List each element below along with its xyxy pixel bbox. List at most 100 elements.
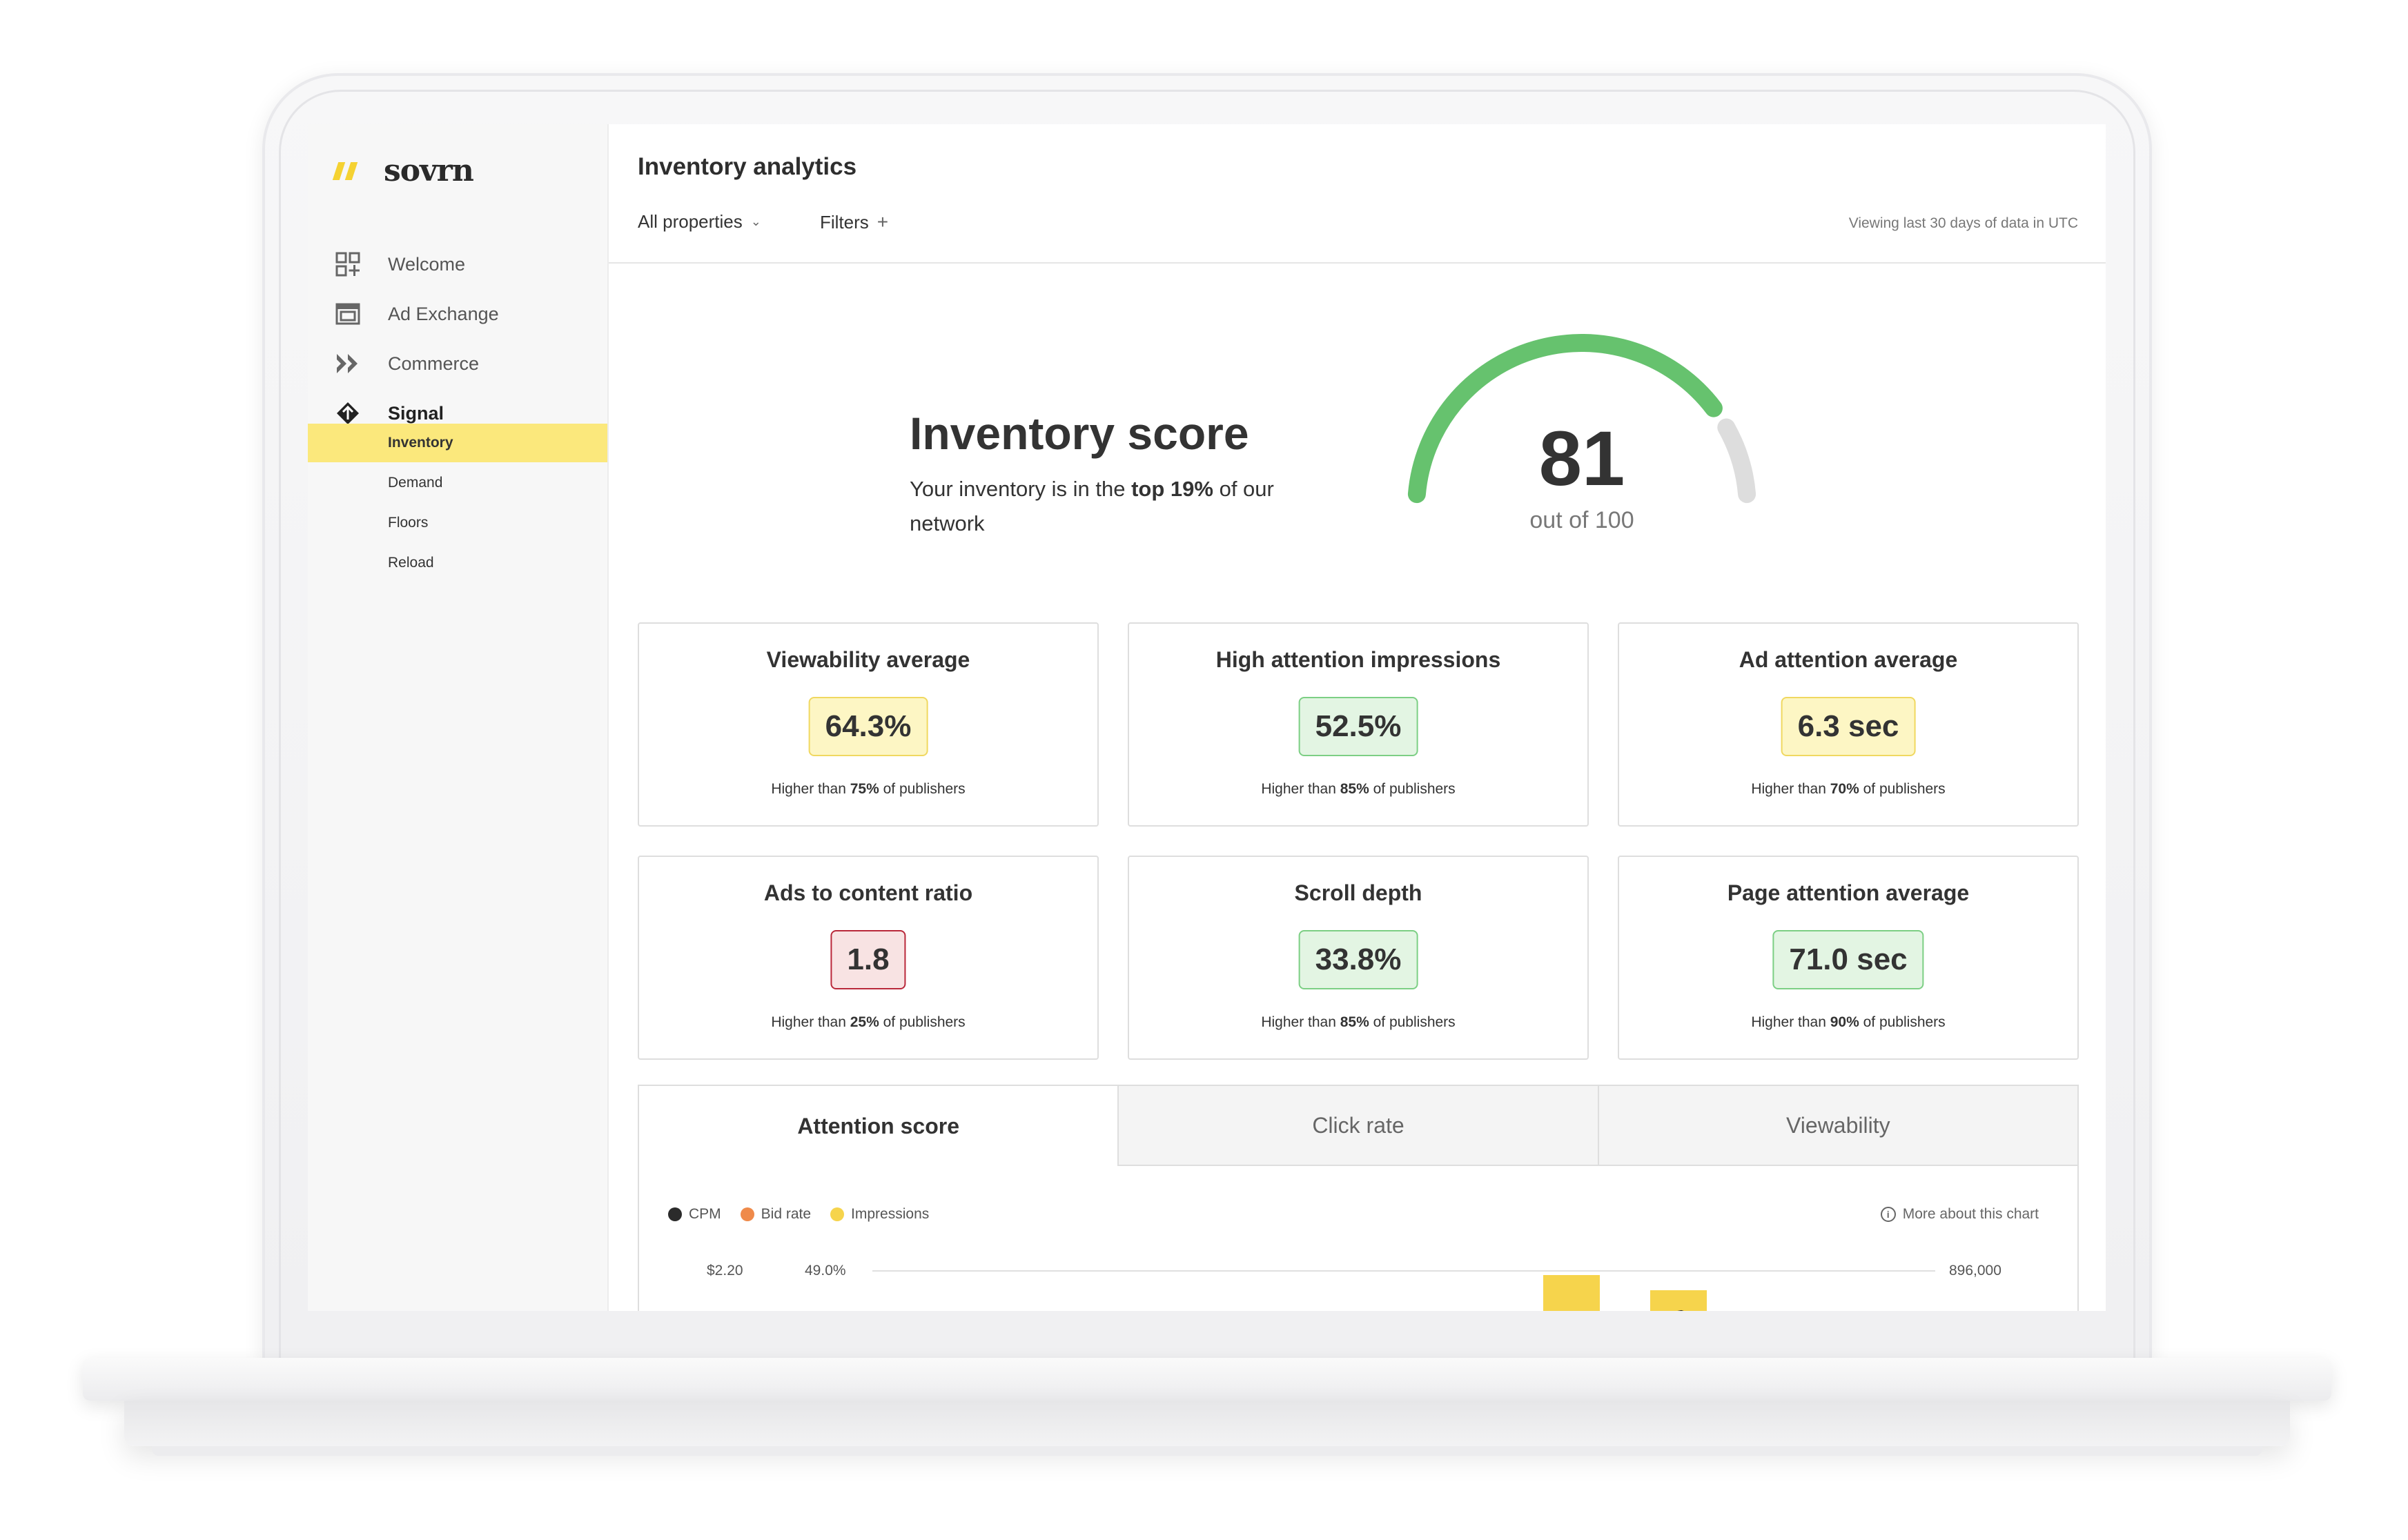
- filters-button[interactable]: Filters +: [820, 211, 888, 233]
- legend-dot-cpm: [668, 1207, 682, 1221]
- metric-note-post: of publishers: [1369, 1014, 1456, 1030]
- logo-mark-icon: [332, 161, 358, 180]
- metric-title: Page attention average: [1727, 880, 1970, 905]
- metric-card-ads-to-content[interactable]: Ads to content ratio 1.8 Higher than 25%…: [638, 856, 1099, 1060]
- metric-note-bold: 85%: [1340, 781, 1369, 797]
- score-value: 81: [1538, 415, 1625, 502]
- metric-note: Higher than 85% of publishers: [1129, 781, 1587, 798]
- chart-panel: CPM Bid rate Impressions i More about th…: [638, 1166, 2079, 1311]
- property-dropdown-label: All properties: [638, 211, 743, 232]
- metric-note-pre: Higher than: [771, 781, 850, 797]
- grid-line: [872, 1270, 1935, 1272]
- metric-note-pre: Higher than: [1261, 781, 1340, 797]
- metric-note-pre: Higher than: [771, 1014, 850, 1030]
- legend-item-bid-rate[interactable]: Bid rate: [740, 1206, 812, 1223]
- legend-item-cpm[interactable]: CPM: [668, 1206, 721, 1223]
- sidebar-item-ad-exchange[interactable]: Ad Exchange: [335, 297, 499, 331]
- gauge-track: [1717, 418, 1756, 504]
- info-icon: i: [1880, 1207, 1896, 1222]
- grid-plus-icon: [335, 252, 360, 277]
- legend-label: CPM: [689, 1206, 721, 1222]
- sidebar-subitem-reload[interactable]: Reload: [388, 555, 434, 571]
- sidebar-item-label: Ad Exchange: [388, 303, 499, 324]
- brand-name: sovrn: [384, 153, 474, 188]
- metric-title: High attention impressions: [1215, 647, 1501, 672]
- metric-note: Higher than 85% of publishers: [1129, 1014, 1587, 1031]
- metric-card-ad-attention[interactable]: Ad attention average 6.3 sec Higher than…: [1618, 622, 2079, 827]
- laptop-base: [83, 1358, 2331, 1401]
- metric-note-post: of publishers: [1369, 781, 1456, 797]
- sidebar-item-signal[interactable]: Signal: [335, 396, 444, 431]
- sidebar: sovrn Welcome Ad Exchange: [308, 124, 609, 1311]
- metric-note-bold: 70%: [1830, 781, 1859, 797]
- brand-logo[interactable]: sovrn: [332, 153, 474, 188]
- metric-note-post: of publishers: [879, 781, 966, 797]
- metric-title: Ad attention average: [1739, 647, 1958, 672]
- score-desc-post: of our network: [910, 477, 1274, 535]
- score-desc-bold: top 19%: [1131, 477, 1213, 501]
- sidebar-subitem-floors[interactable]: Floors: [388, 515, 429, 531]
- chevron-down-icon: ⌄: [750, 215, 761, 228]
- metric-note-pre: Higher than: [1261, 1014, 1340, 1030]
- metric-value: 1.8: [830, 930, 906, 989]
- plus-icon: +: [877, 211, 889, 233]
- page-title: Inventory analytics: [638, 153, 857, 180]
- metric-note-bold: 75%: [850, 781, 879, 797]
- metric-title: Scroll depth: [1294, 880, 1422, 905]
- score-desc-pre: Your inventory is in the: [910, 477, 1132, 501]
- sidebar-item-label: Commerce: [388, 353, 480, 374]
- signal-icon: [337, 402, 359, 424]
- metric-card-high-attention[interactable]: High attention impressions 52.5% Higher …: [1128, 622, 1589, 827]
- sidebar-item-commerce[interactable]: Commerce: [335, 346, 479, 381]
- gauge-fill: [1407, 334, 1723, 504]
- metric-note: Higher than 90% of publishers: [1619, 1014, 2077, 1031]
- sidebar-subitem-inventory[interactable]: Inventory: [308, 424, 607, 462]
- chart-legend: CPM Bid rate Impressions: [668, 1206, 929, 1223]
- sidebar-item-label: Welcome: [388, 253, 466, 275]
- legend-dot-impressions: [830, 1207, 845, 1221]
- y-axis-bid-rate-tick: 49.0%: [805, 1263, 846, 1279]
- metric-card-scroll-depth[interactable]: Scroll depth 33.8% Higher than 85% of pu…: [1128, 856, 1589, 1060]
- legend-item-impressions[interactable]: Impressions: [830, 1206, 929, 1223]
- y-axis-impressions-tick: 896,000: [1949, 1263, 2001, 1279]
- legend-label: Bid rate: [761, 1206, 812, 1222]
- chart-tabs: Attention score Click rate Viewability: [638, 1085, 2079, 1166]
- metric-card-viewability[interactable]: Viewability average 64.3% Higher than 75…: [638, 622, 1099, 827]
- y-axis-cpm-tick: $2.20: [707, 1263, 743, 1279]
- more-about-chart-label: More about this chart: [1902, 1206, 2039, 1222]
- sidebar-item-label: Signal: [388, 402, 444, 424]
- metric-note-pre: Higher than: [1751, 781, 1830, 797]
- metric-note-bold: 25%: [850, 1014, 879, 1030]
- impressions-bar: [1543, 1275, 1600, 1311]
- page-header: Inventory analytics All properties ⌄ Fil…: [609, 124, 2106, 264]
- score-description: Your inventory is in the top 19% of our …: [910, 472, 1351, 541]
- tab-attention-score[interactable]: Attention score: [639, 1086, 1118, 1166]
- score-title: Inventory score: [910, 408, 1249, 459]
- exchange-icon: [335, 303, 360, 325]
- metric-value: 33.8%: [1298, 930, 1418, 989]
- metric-note: Higher than 70% of publishers: [1619, 781, 2077, 798]
- commerce-icon: [337, 354, 358, 373]
- metric-value: 52.5%: [1298, 697, 1418, 756]
- metric-value: 6.3 sec: [1781, 697, 1916, 756]
- metric-note-post: of publishers: [1859, 1014, 1946, 1030]
- metric-note: Higher than 25% of publishers: [639, 1014, 1097, 1031]
- chart-plot-area: [1543, 1275, 1707, 1311]
- property-dropdown[interactable]: All properties ⌄: [638, 211, 761, 233]
- metric-title: Ads to content ratio: [763, 880, 973, 905]
- score-gauge: [1407, 334, 1756, 504]
- sidebar-item-welcome[interactable]: Welcome: [335, 247, 465, 282]
- metric-value: 64.3%: [808, 697, 928, 756]
- more-about-chart-link[interactable]: i More about this chart: [1880, 1206, 2039, 1223]
- laptop-base-lower: [124, 1401, 2290, 1446]
- metric-note-post: of publishers: [879, 1014, 966, 1030]
- metric-card-page-attention[interactable]: Page attention average 71.0 sec Higher t…: [1618, 856, 2079, 1060]
- legend-dot-bid-rate: [740, 1207, 754, 1221]
- tab-click-rate[interactable]: Click rate: [1117, 1086, 1598, 1166]
- legend-label: Impressions: [851, 1206, 930, 1222]
- metric-note: Higher than 75% of publishers: [639, 781, 1097, 798]
- tab-viewability[interactable]: Viewability: [1597, 1086, 2077, 1166]
- metric-title: Viewability average: [766, 647, 970, 672]
- sidebar-subitem-demand[interactable]: Demand: [388, 475, 443, 491]
- app-screen: sovrn Welcome Ad Exchange: [308, 124, 2106, 1311]
